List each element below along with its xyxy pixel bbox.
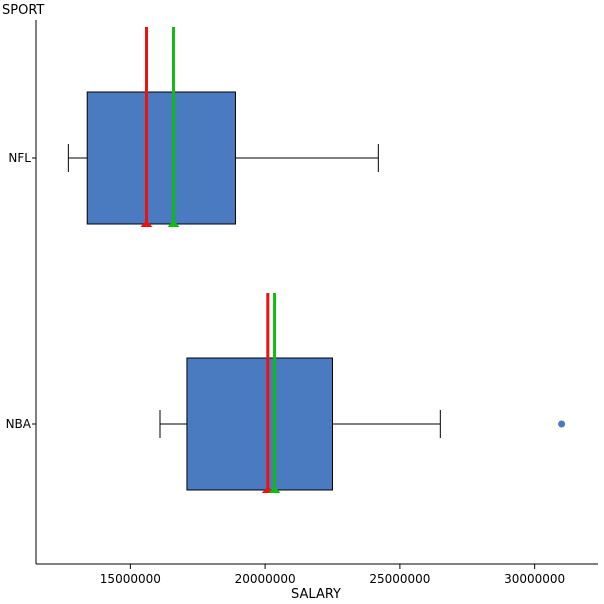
- y-axis-title: SPORT: [2, 3, 44, 18]
- x-tick-label: 30000000: [504, 572, 565, 586]
- x-tick-label: 25000000: [369, 572, 430, 586]
- iqr-box: [186, 357, 333, 491]
- red-marker-triangle: [140, 220, 153, 227]
- iqr-box: [86, 91, 236, 225]
- box-group-nfl: [67, 27, 379, 227]
- green-marker-triangle: [268, 486, 281, 493]
- y-axis-ticks: NFL NBA: [6, 151, 36, 431]
- box-group-nba: [159, 293, 566, 493]
- y-tick-label: NFL: [8, 151, 31, 165]
- x-tick-label: 20000000: [235, 572, 296, 586]
- x-axis-ticks: 15000000 20000000 25000000 30000000: [100, 564, 565, 586]
- plot-area: [67, 27, 566, 493]
- x-tick-label: 15000000: [100, 572, 161, 586]
- y-tick-label: NBA: [6, 417, 32, 431]
- green-marker-triangle: [167, 220, 180, 227]
- x-axis-title: SALARY: [291, 587, 341, 602]
- outlier-point: [558, 420, 566, 428]
